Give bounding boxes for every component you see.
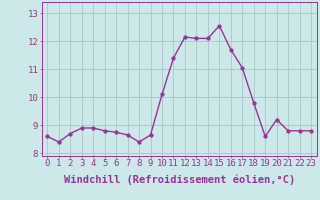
X-axis label: Windchill (Refroidissement éolien,°C): Windchill (Refroidissement éolien,°C) (64, 174, 295, 185)
